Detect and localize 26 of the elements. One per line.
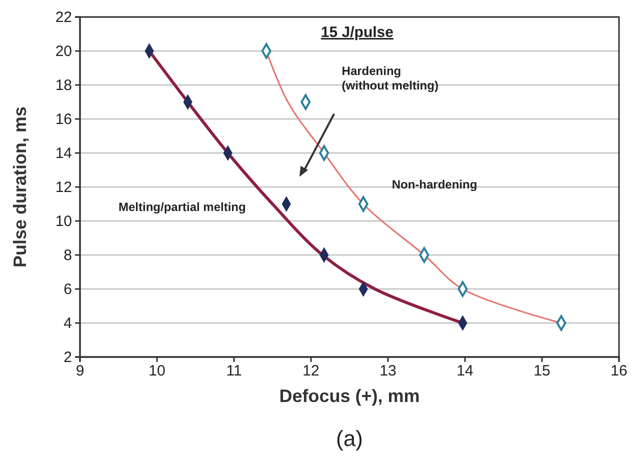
y-tick-label: 18 xyxy=(55,76,72,94)
text: (a) xyxy=(336,426,363,451)
x-tick-label: 10 xyxy=(148,362,166,380)
x-tick-label: 13 xyxy=(380,362,396,380)
x-tick-label: 12 xyxy=(302,362,320,380)
x-tick-label: 15 xyxy=(534,362,550,380)
x-tick-label: 14 xyxy=(456,362,474,380)
x-axis-title: Defocus (+), mm xyxy=(279,386,420,406)
y-tick-label: 2 xyxy=(64,348,72,366)
x-tick-label: 9 xyxy=(76,362,84,380)
x-tick-label: 16 xyxy=(610,362,628,380)
x-tick-label: 11 xyxy=(226,362,242,380)
annotation: Non-hardening xyxy=(392,178,478,192)
y-tick-label: 4 xyxy=(64,314,72,332)
y-axis-title: Pulse duration, ms xyxy=(10,106,30,268)
y-tick-label: 16 xyxy=(55,110,72,128)
y-tick-label: 12 xyxy=(55,178,72,196)
annotation: Melting/partial melting xyxy=(118,200,246,214)
y-tick-label: 10 xyxy=(55,212,72,230)
y-tick-label: 8 xyxy=(64,246,72,264)
text: 15 J/pulse xyxy=(320,24,394,41)
y-tick-label: 22 xyxy=(55,8,72,26)
y-tick-label: 6 xyxy=(64,280,72,298)
y-tick-label: 20 xyxy=(55,42,72,60)
annotation: Hardening (without melting) xyxy=(342,64,438,92)
y-tick-label: 14 xyxy=(55,144,72,162)
